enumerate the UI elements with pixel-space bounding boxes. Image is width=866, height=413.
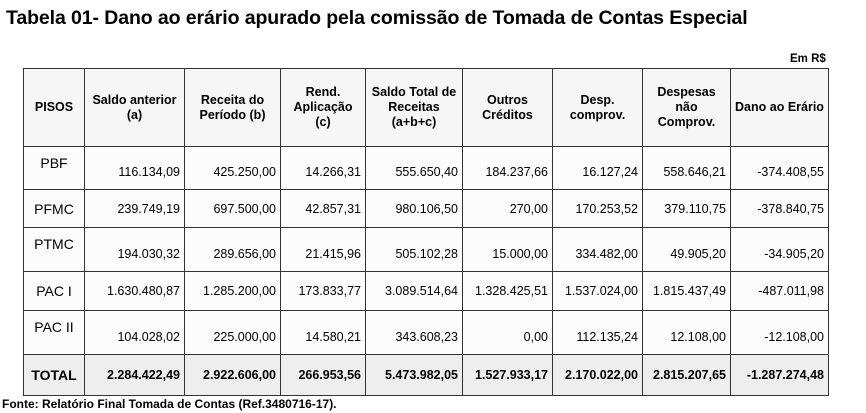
column-header: Rend. Aplicação (c) [280, 68, 366, 147]
piso-cell: PAC I [23, 271, 85, 311]
value-cell: 14.580,21 [280, 310, 366, 355]
value-cell: 334.482,00 [552, 227, 643, 272]
header-row: PISOS Saldo anterior (a) Receita do Perí… [23, 68, 829, 147]
piso-cell: PAC II [23, 310, 85, 355]
column-header: Saldo Total de Receitas (a+b+c) [365, 68, 463, 147]
value-cell: 239.749,19 [84, 189, 185, 228]
value-cell: 184.237,66 [462, 146, 553, 190]
total-cell: -1.287.274,48 [730, 354, 829, 396]
table-title: Tabela 01- Dano ao erário apurado pela c… [6, 7, 748, 29]
piso-cell: PTMC [23, 227, 85, 272]
value-cell: 1.630.480,87 [84, 271, 185, 311]
value-cell: 558.646,21 [642, 146, 731, 190]
value-cell: 0,00 [462, 310, 553, 355]
value-cell: 1.815.437,49 [642, 271, 731, 311]
value-cell: 15.000,00 [462, 227, 553, 272]
column-header: Dano ao Erário [730, 68, 829, 147]
table-row: PTMC 194.030,32 289.656,00 21.415,96 505.102… [23, 227, 829, 272]
value-cell: 289.656,00 [184, 227, 281, 272]
source-note: Fonte: Relatório Final Tomada de Contas … [2, 397, 337, 411]
total-cell: 266.953,56 [280, 354, 366, 396]
value-cell: 697.500,00 [184, 189, 281, 228]
total-cell: 2.170.022,00 [552, 354, 643, 396]
value-cell: 270,00 [462, 189, 553, 228]
value-cell: 116.134,09 [84, 146, 185, 190]
table-row: PAC I 1.630.480,87 1.285.200,00 173.833,77 3… [23, 271, 829, 311]
value-cell: -34.905,20 [730, 227, 829, 272]
value-cell: 1.537.024,00 [552, 271, 643, 311]
table-row: PAC II 104.028,02 225.000,00 14.580,21 343.6… [23, 310, 829, 355]
total-cell: 2.284.422,49 [84, 354, 185, 396]
value-cell: 194.030,32 [84, 227, 185, 272]
column-header: Outros Créditos [462, 68, 553, 147]
piso-cell: PFMC [23, 189, 85, 228]
value-cell: 12.108,00 [642, 310, 731, 355]
value-cell: 1.285.200,00 [184, 271, 281, 311]
value-cell: 343.608,23 [365, 310, 463, 355]
value-cell: 42.857,31 [280, 189, 366, 228]
value-cell: 1.328.425,51 [462, 271, 553, 311]
value-cell: -374.408,55 [730, 146, 829, 190]
value-cell: 104.028,02 [84, 310, 185, 355]
value-cell: 555.650,40 [365, 146, 463, 190]
table-row: PFMC 239.749,19 697.500,00 42.857,31 980.106… [23, 189, 829, 228]
column-header: Despesas não Comprov. [642, 68, 731, 147]
value-cell: -378.840,75 [730, 189, 829, 228]
value-cell: 49.905,20 [642, 227, 731, 272]
total-cell: 5.473.982,05 [365, 354, 463, 396]
column-header: PISOS [23, 68, 85, 147]
value-cell: 112.135,24 [552, 310, 643, 355]
piso-cell: PBF [23, 146, 85, 190]
value-cell: 225.000,00 [184, 310, 281, 355]
currency-unit: Em R$ [790, 53, 826, 65]
value-cell: 379.110,75 [642, 189, 731, 228]
column-header: Saldo anterior (a) [84, 68, 185, 147]
value-cell: 505.102,28 [365, 227, 463, 272]
value-cell: -12.108,00 [730, 310, 829, 355]
value-cell: 170.253,52 [552, 189, 643, 228]
value-cell: 14.266,31 [280, 146, 366, 190]
total-cell: 1.527.933,17 [462, 354, 553, 396]
value-cell: 173.833,77 [280, 271, 366, 311]
value-cell: 21.415,96 [280, 227, 366, 272]
total-row: TOTAL 2.284.422,49 2.922.606,00 266.953,56 5… [23, 354, 829, 396]
total-label: TOTAL [23, 354, 85, 396]
value-cell: -487.011,98 [730, 271, 829, 311]
damage-table: PISOS Saldo anterior (a) Receita do Perí… [23, 68, 829, 396]
value-cell: 980.106,50 [365, 189, 463, 228]
value-cell: 16.127,24 [552, 146, 643, 190]
total-cell: 2.815.207,65 [642, 354, 731, 396]
value-cell: 3.089.514,64 [365, 271, 463, 311]
column-header: Receita do Período (b) [184, 68, 281, 147]
table-row: PBF 116.134,09 425.250,00 14.266,31 555.650,… [23, 146, 829, 190]
column-header: Desp. comprov. [552, 68, 643, 147]
value-cell: 425.250,00 [184, 146, 281, 190]
total-cell: 2.922.606,00 [184, 354, 281, 396]
